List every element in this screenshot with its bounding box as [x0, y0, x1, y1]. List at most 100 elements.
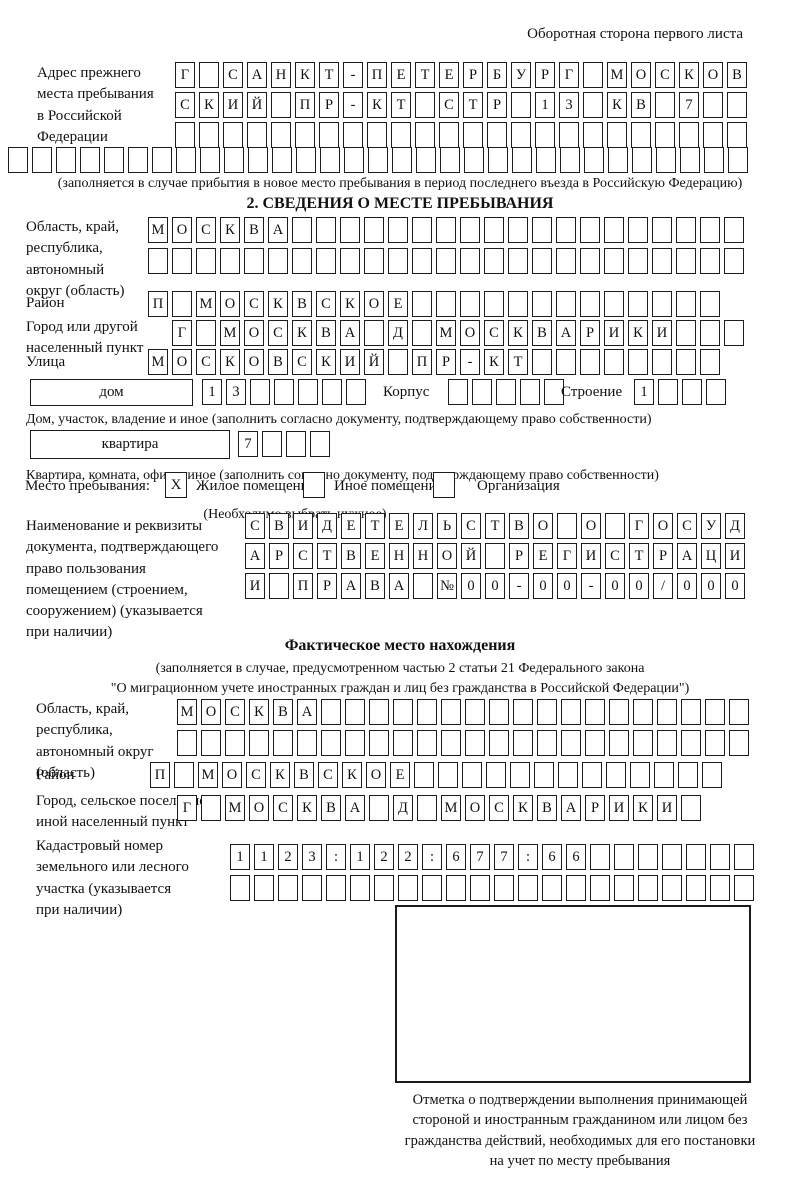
char-cell[interactable]: Й [364, 349, 384, 375]
char-cell[interactable] [415, 122, 435, 148]
char-cell[interactable] [700, 217, 720, 243]
char-cell[interactable] [369, 795, 389, 821]
char-cell[interactable] [104, 147, 124, 173]
char-cell[interactable]: М [436, 320, 456, 346]
char-cell[interactable] [700, 248, 720, 274]
char-cell[interactable]: 7 [470, 844, 490, 870]
char-cell[interactable]: 0 [725, 573, 745, 599]
char-cell[interactable] [128, 147, 148, 173]
char-cell[interactable]: А [247, 62, 267, 88]
char-cell[interactable] [310, 431, 330, 457]
char-cell[interactable] [201, 730, 221, 756]
char-cell[interactable] [201, 795, 221, 821]
char-cell[interactable]: 0 [677, 573, 697, 599]
char-cell[interactable]: П [295, 92, 315, 118]
char-cell[interactable]: В [269, 513, 289, 539]
char-cell[interactable] [292, 217, 312, 243]
char-cell[interactable]: У [701, 513, 721, 539]
char-cell[interactable] [56, 147, 76, 173]
char-cell[interactable]: П [150, 762, 170, 788]
char-cell[interactable] [532, 248, 552, 274]
char-cell[interactable] [681, 699, 701, 725]
char-cell[interactable]: М [177, 699, 197, 725]
char-cell[interactable] [609, 730, 629, 756]
char-cell[interactable] [537, 699, 557, 725]
char-cell[interactable]: В [631, 92, 651, 118]
char-cell[interactable] [605, 513, 625, 539]
char-cell[interactable] [486, 762, 506, 788]
char-cell[interactable]: Р [487, 92, 507, 118]
char-cell[interactable]: 6 [446, 844, 466, 870]
char-cell[interactable]: П [367, 62, 387, 88]
char-cell[interactable]: О [201, 699, 221, 725]
char-cell[interactable] [271, 122, 291, 148]
char-cell[interactable] [512, 147, 532, 173]
char-cell[interactable] [177, 730, 197, 756]
char-cell[interactable]: 6 [542, 844, 562, 870]
char-cell[interactable] [174, 762, 194, 788]
char-cell[interactable]: К [270, 762, 290, 788]
char-cell[interactable]: О [653, 513, 673, 539]
char-cell[interactable] [633, 730, 653, 756]
char-cell[interactable] [416, 147, 436, 173]
char-cell[interactable] [364, 248, 384, 274]
char-cell[interactable] [631, 122, 651, 148]
char-cell[interactable]: А [561, 795, 581, 821]
char-cell[interactable]: 0 [557, 573, 577, 599]
char-cell[interactable] [556, 248, 576, 274]
char-cell[interactable] [705, 730, 725, 756]
char-cell[interactable] [520, 379, 540, 405]
char-cell[interactable]: И [609, 795, 629, 821]
char-cell[interactable]: - [509, 573, 529, 599]
char-cell[interactable] [32, 147, 52, 173]
char-cell[interactable] [346, 379, 366, 405]
char-cell[interactable] [262, 431, 282, 457]
char-cell[interactable] [561, 730, 581, 756]
char-cell[interactable]: П [148, 291, 168, 317]
char-cell[interactable] [465, 699, 485, 725]
char-cell[interactable]: С [175, 92, 195, 118]
char-cell[interactable] [676, 248, 696, 274]
char-cell[interactable] [710, 844, 730, 870]
char-cell[interactable]: В [268, 349, 288, 375]
char-cell[interactable]: 2 [374, 844, 394, 870]
char-cell[interactable]: М [607, 62, 627, 88]
char-cell[interactable] [606, 762, 626, 788]
char-cell[interactable]: Е [365, 543, 385, 569]
char-cell[interactable]: А [677, 543, 697, 569]
char-cell[interactable] [436, 291, 456, 317]
char-cell[interactable]: - [343, 62, 363, 88]
char-cell[interactable]: С [293, 543, 313, 569]
char-cell[interactable] [393, 730, 413, 756]
char-cell[interactable] [560, 147, 580, 173]
char-cell[interactable] [638, 875, 658, 901]
char-cell[interactable]: 7 [679, 92, 699, 118]
char-cell[interactable] [296, 147, 316, 173]
char-cell[interactable] [368, 147, 388, 173]
char-cell[interactable] [388, 248, 408, 274]
char-cell[interactable] [559, 122, 579, 148]
char-cell[interactable] [489, 699, 509, 725]
char-cell[interactable] [604, 291, 624, 317]
char-cell[interactable]: К [484, 349, 504, 375]
char-cell[interactable]: К [340, 291, 360, 317]
char-cell[interactable] [225, 730, 245, 756]
char-cell[interactable] [556, 291, 576, 317]
char-cell[interactable]: И [245, 573, 265, 599]
char-cell[interactable] [508, 217, 528, 243]
char-cell[interactable] [662, 875, 682, 901]
char-cell[interactable]: 7 [494, 844, 514, 870]
char-cell[interactable]: Е [341, 513, 361, 539]
char-cell[interactable] [655, 92, 675, 118]
char-cell[interactable] [655, 122, 675, 148]
char-cell[interactable]: И [581, 543, 601, 569]
char-cell[interactable] [729, 730, 749, 756]
char-cell[interactable]: В [509, 513, 529, 539]
char-cell[interactable] [393, 699, 413, 725]
char-cell[interactable] [286, 431, 306, 457]
char-cell[interactable]: Р [653, 543, 673, 569]
char-cell[interactable] [460, 248, 480, 274]
char-cell[interactable] [460, 217, 480, 243]
char-cell[interactable]: С [461, 513, 481, 539]
char-cell[interactable]: Ь [437, 513, 457, 539]
